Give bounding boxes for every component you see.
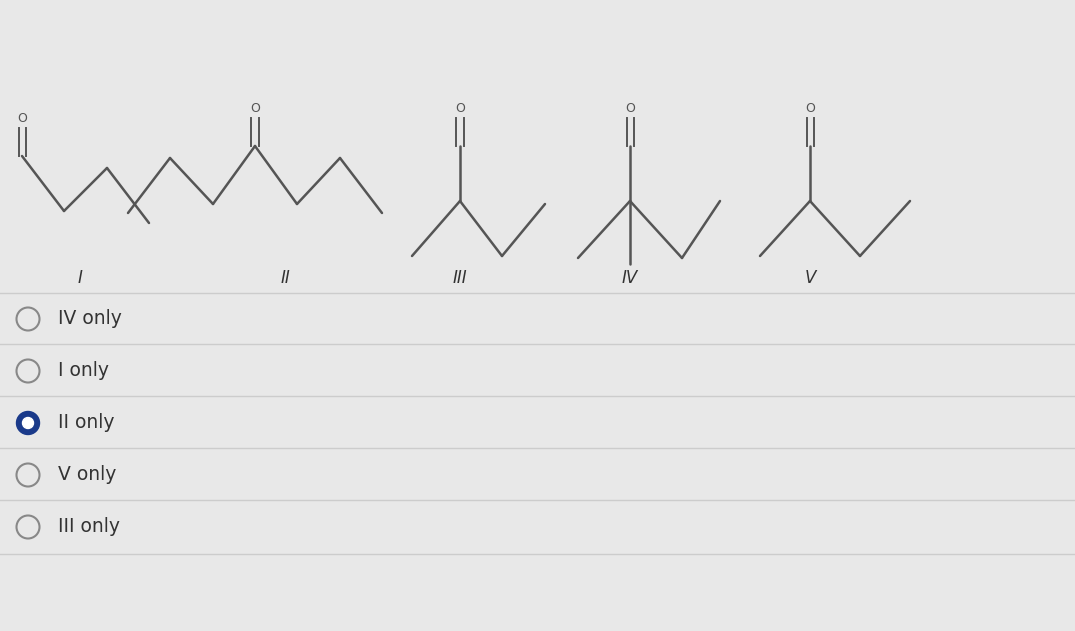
Text: O: O <box>625 102 635 115</box>
Text: II: II <box>281 269 290 287</box>
Text: IV only: IV only <box>58 309 121 329</box>
Circle shape <box>23 418 33 428</box>
Text: III: III <box>453 269 468 287</box>
Text: O: O <box>250 102 260 115</box>
Text: IV: IV <box>621 269 639 287</box>
Text: I only: I only <box>58 362 109 380</box>
Circle shape <box>16 411 40 435</box>
Text: O: O <box>17 112 27 125</box>
Circle shape <box>16 307 40 331</box>
Text: I: I <box>77 269 83 287</box>
Text: III only: III only <box>58 517 120 536</box>
Text: V: V <box>804 269 816 287</box>
Circle shape <box>16 360 40 382</box>
Circle shape <box>16 464 40 487</box>
Text: II only: II only <box>58 413 115 432</box>
Text: V only: V only <box>58 466 116 485</box>
Text: O: O <box>455 102 464 115</box>
Text: O: O <box>805 102 815 115</box>
Circle shape <box>16 516 40 538</box>
